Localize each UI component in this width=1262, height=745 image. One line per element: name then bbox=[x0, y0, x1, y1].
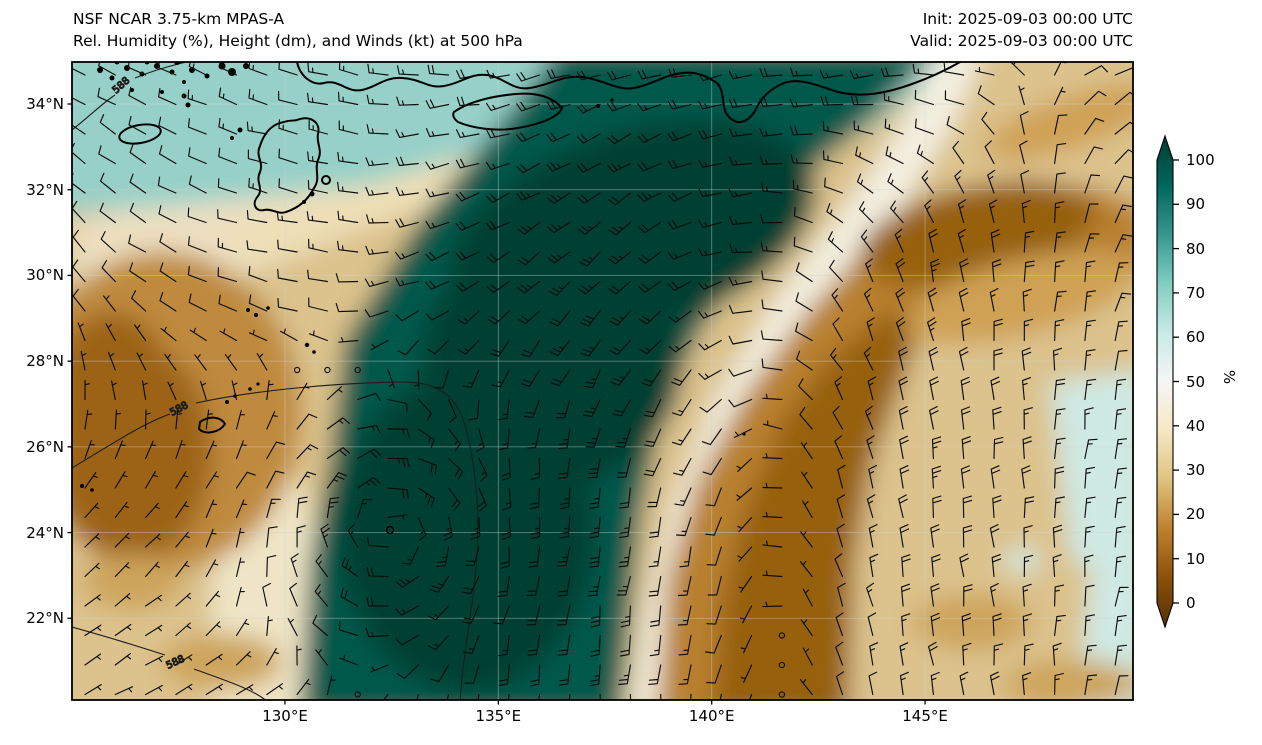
colorbar-tick-label: 100 bbox=[1186, 151, 1215, 169]
graticule bbox=[72, 62, 1133, 700]
y-tick-label: 22°N bbox=[26, 609, 64, 628]
colorbar-tick-label: 30 bbox=[1186, 461, 1206, 480]
y-tick-label: 26°N bbox=[26, 437, 64, 456]
title-init: Init: 2025-09-03 00:00 UTC bbox=[922, 10, 1133, 28]
colorbar-tick-label: 50 bbox=[1186, 372, 1206, 391]
y-tick-label: 28°N bbox=[26, 352, 64, 371]
plot-spine bbox=[71, 61, 1134, 701]
y-tick-label: 30°N bbox=[26, 266, 64, 285]
wind-barbs bbox=[72, 62, 1133, 700]
colorbar-tick-label: 80 bbox=[1186, 239, 1206, 258]
title-field: Rel. Humidity (%), Height (dm), and Wind… bbox=[73, 32, 523, 50]
colorbar-tick-label: 70 bbox=[1186, 283, 1206, 302]
title-valid: Valid: 2025-09-03 00:00 UTC bbox=[910, 32, 1133, 50]
x-tick-label: 135°E bbox=[475, 707, 522, 725]
colorbar-tick-label: 10 bbox=[1186, 549, 1206, 568]
colorbar-tick-label: 90 bbox=[1186, 195, 1206, 214]
x-tick-label: 130°E bbox=[262, 707, 308, 725]
title-model: NSF NCAR 3.75-km MPAS-A bbox=[73, 10, 285, 28]
colorbar bbox=[1156, 134, 1179, 629]
colorbar-tick-label: 20 bbox=[1186, 505, 1206, 524]
colorbar-tick-label: 40 bbox=[1186, 416, 1206, 435]
axis-ticks bbox=[67, 103, 926, 705]
colorbar-unit-label: % bbox=[1220, 369, 1239, 385]
y-tick-label: 24°N bbox=[26, 523, 64, 542]
humidity-field bbox=[72, 62, 1133, 700]
colorbar-tick-label: 60 bbox=[1186, 328, 1206, 347]
coastlines bbox=[118, 62, 963, 535]
y-tick-label: 32°N bbox=[26, 180, 64, 199]
x-tick-label: 140°E bbox=[688, 707, 735, 725]
y-tick-label: 34°N bbox=[26, 95, 64, 113]
x-tick-label: 145°E bbox=[902, 707, 948, 725]
colorbar-tick-label: 0 bbox=[1186, 594, 1196, 612]
